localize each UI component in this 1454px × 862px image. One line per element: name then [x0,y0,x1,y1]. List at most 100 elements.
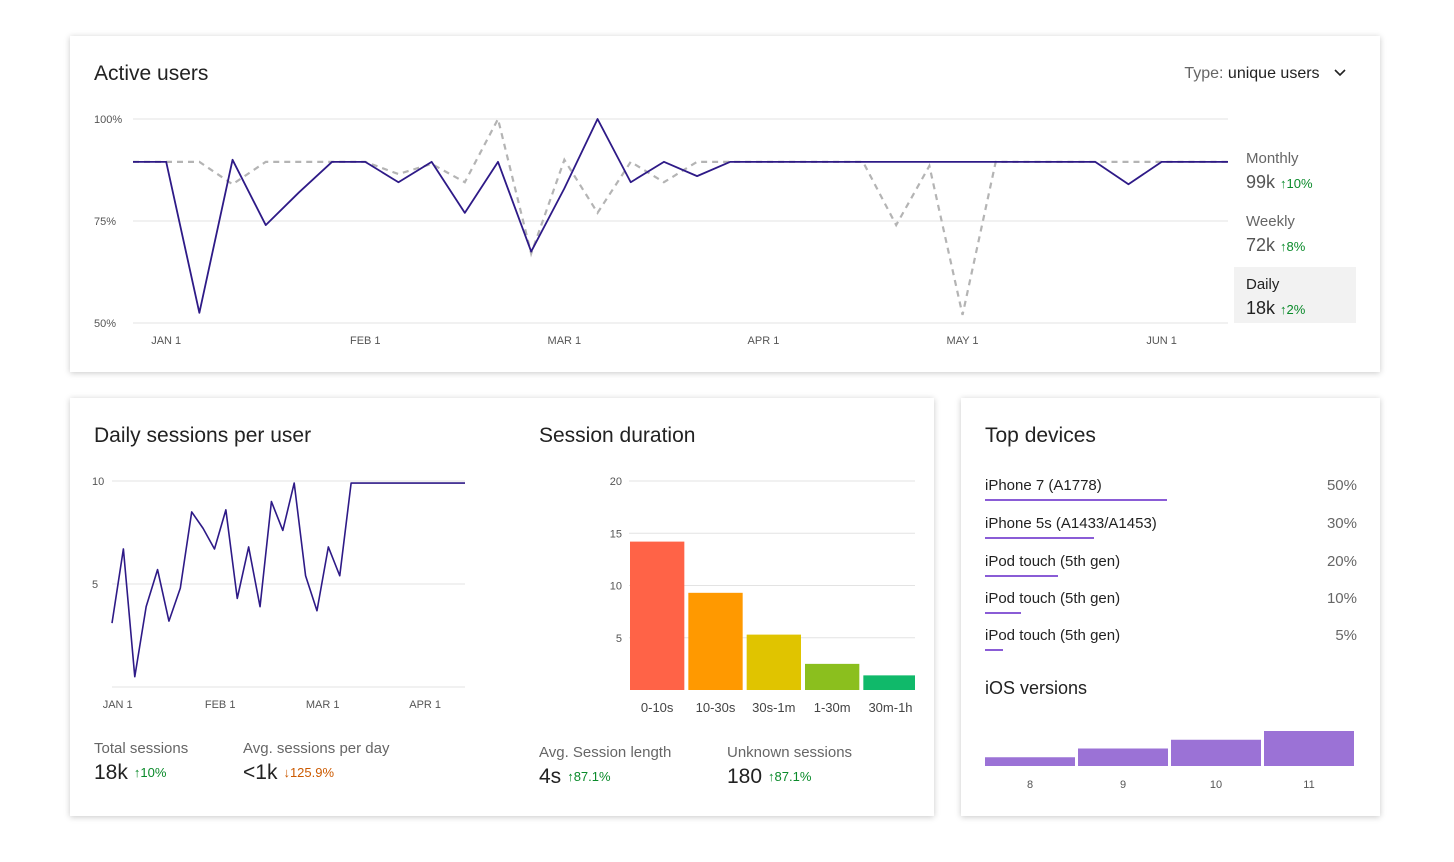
duration-category-label: 30m-1h [868,700,912,715]
avg-session-length-number: 4s [539,765,562,788]
avg-session-length-value: 4s ↑87.1% [539,765,671,789]
active-users-card: Active users Type: unique users 100% 75% 5… [70,36,1380,372]
ios-version-bar [1078,748,1168,766]
device-row[interactable]: iPod touch (5th gen) 10% [985,590,1357,620]
legend-weekly-count: 72k [1246,235,1276,255]
duration-bar [863,675,915,690]
y-tick-label: 20 [610,476,622,488]
device-name: iPod touch (5th gen) [985,590,1121,607]
ios-version-bar [1171,739,1261,766]
monthly-series-line [133,115,1228,316]
x-tick-label: APR 1 [409,699,441,708]
ios-version-bar [1264,731,1354,766]
active-users-chart: 100% 75% 50% JAN 1 FEB 1 MAR 1 APR 1 MAY 1 JUN 1 [94,114,1228,347]
x-tick-label: JAN 1 [151,335,181,347]
avg-session-length-stat: Avg. Session length 4s ↑87.1% [539,744,671,789]
avg-sessions-change-value: 125.9% [289,765,335,780]
legend-weekly[interactable]: Weekly 72k ↑8% [1234,209,1356,265]
sessions-series-line [111,482,465,678]
type-dropdown[interactable]: Type: unique users [1184,64,1346,83]
x-tick-label: JAN 1 [103,699,133,708]
legend-daily-change-value: 2% [1286,302,1306,317]
y-tick-label: 5 [616,633,622,645]
device-percent: 30% [1326,515,1357,532]
avg-session-length-change: ↑87.1% [567,769,610,784]
ios-versions-chart: 8 9 10 11 [985,731,1354,791]
ios-version-bar [985,757,1075,766]
arrow-up-icon: ↑ [567,769,574,784]
unknown-sessions-change: ↑87.1% [768,769,811,784]
arrow-down-icon: ↓ [283,765,290,780]
daily-sessions-chart: 10 5 JAN 1 FEB 1 MAR 1 APR 1 [92,476,465,708]
arrow-up-icon: ↑ [133,765,141,780]
type-label: Type: [1184,65,1224,82]
duration-bar [746,634,801,690]
duration-category-label: 30s-1m [752,700,795,715]
duration-category-label: 10-30s [696,700,736,715]
x-tick-label: MAR 1 [306,699,340,708]
legend-daily[interactable]: Daily 18k ↑2% [1234,267,1356,323]
x-tick-label: JUN 1 [1146,335,1177,347]
arrow-up-icon: ↑ [1280,176,1287,191]
top-devices-title: Top devices [985,424,1096,447]
daily-series-line [133,118,1228,314]
avg-sessions-number: <1k [243,761,278,784]
legend-weekly-change: ↑8% [1280,239,1305,254]
y-tick-label: 100% [94,114,122,126]
device-percent: 5% [1335,627,1357,644]
device-row[interactable]: iPod touch (5th gen) 20% [985,553,1357,583]
arrow-up-icon: ↑ [1280,302,1287,317]
legend-weekly-value: 72k ↑8% [1246,235,1305,256]
legend-monthly-count: 99k [1246,172,1276,192]
total-sessions-value: 18k ↑10% [94,761,188,785]
legend-daily-label: Daily [1246,276,1280,293]
device-row[interactable]: iPhone 5s (A1433/A1453) 30% [985,515,1357,545]
legend-daily-value: 18k ↑2% [1246,298,1305,319]
device-name: iPhone 5s (A1433/A1453) [985,515,1157,532]
ios-version-label: 11 [1303,779,1314,791]
legend-daily-change: ↑2% [1280,302,1305,317]
duration-bar [688,592,743,690]
device-share-bar [985,575,1058,577]
total-sessions-change-value: 10% [140,765,167,780]
x-tick-label: APR 1 [748,335,780,347]
device-name: iPhone 7 (A1778) [985,477,1102,494]
device-name: iPod touch (5th gen) [985,553,1121,570]
legend-monthly[interactable]: Monthly 99k ↑10% [1234,146,1356,202]
legend-monthly-change: ↑10% [1280,176,1313,191]
legend-weekly-change-value: 8% [1286,239,1306,254]
avg-sessions-value: <1k ↓125.9% [243,761,389,785]
unknown-sessions-label: Unknown sessions [727,744,853,761]
avg-sessions-stat: Avg. sessions per day <1k ↓125.9% [243,740,389,785]
y-tick-label: 10 [610,581,622,593]
unknown-sessions-value: 180 ↑87.1% [727,765,852,789]
device-name: iPod touch (5th gen) [985,627,1121,644]
device-share-bar [985,537,1095,539]
duration-category-label: 0-10s [641,700,674,715]
arrow-up-icon: ↑ [768,769,775,784]
duration-category-label: 1-30m [814,700,851,715]
device-share-bar [985,649,1004,651]
y-tick-label: 15 [610,528,622,540]
duration-bar [805,663,860,690]
avg-sessions-label: Avg. sessions per day [243,740,390,757]
active-users-title: Active users [94,62,209,85]
unknown-sessions-stat: Unknown sessions 180 ↑87.1% [727,744,852,789]
y-tick-label: 5 [92,579,98,591]
total-sessions-stat: Total sessions 18k ↑10% [94,740,188,785]
avg-session-length-change-value: 87.1% [573,769,611,784]
device-percent: 10% [1326,590,1357,607]
session-duration-title: Session duration [539,424,696,447]
device-row[interactable]: iPhone 7 (A1778) 50% [985,477,1357,507]
y-tick-label: 50% [94,318,116,330]
ios-version-label: 9 [1120,779,1126,791]
x-tick-label: FEB 1 [350,335,381,347]
device-percent: 50% [1326,477,1357,494]
daily-sessions-title: Daily sessions per user [94,424,312,447]
legend-monthly-change-value: 10% [1286,176,1313,191]
device-row[interactable]: iPod touch (5th gen) 5% [985,627,1357,657]
x-tick-label: FEB 1 [205,699,236,708]
device-share-bar [985,499,1167,501]
unknown-sessions-number: 180 [727,765,763,788]
